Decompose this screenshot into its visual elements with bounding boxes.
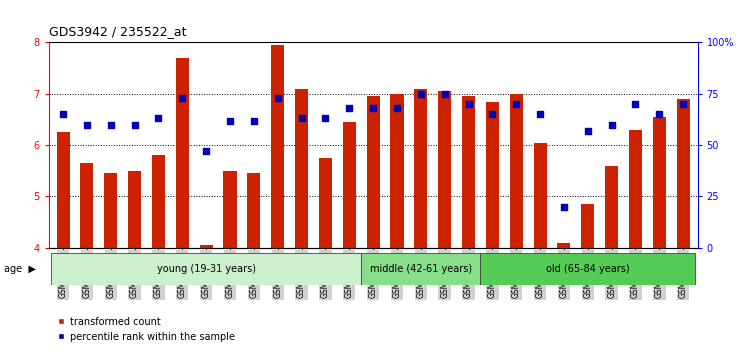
Point (224, 118, 236, 123)
Bar (533, 143, 547, 248)
Text: middle (42-61 years): middle (42-61 years) (370, 264, 472, 274)
Bar (248, 173, 260, 248)
Point (200, 148, 212, 154)
Bar (391, 94, 404, 248)
Bar (104, 173, 117, 248)
Point (248, 118, 259, 123)
Point (272, 95, 284, 101)
Bar (676, 99, 690, 248)
Bar (605, 166, 618, 248)
Bar (80, 163, 94, 248)
Bar (295, 89, 308, 248)
Bar (557, 243, 571, 248)
FancyBboxPatch shape (481, 253, 695, 285)
Point (463, 101, 475, 107)
Text: old (65-84 years): old (65-84 years) (546, 264, 629, 274)
Point (391, 105, 403, 111)
Point (81, 122, 93, 127)
FancyBboxPatch shape (51, 253, 362, 285)
Bar (152, 155, 165, 248)
Point (105, 122, 117, 127)
Point (57, 112, 69, 117)
Point (415, 91, 427, 97)
Point (152, 116, 164, 121)
Bar (176, 58, 189, 248)
Bar (128, 171, 141, 248)
Bar (438, 91, 452, 248)
Point (344, 105, 355, 111)
Bar (652, 117, 666, 248)
Point (677, 101, 689, 107)
Bar (56, 132, 70, 248)
Point (582, 128, 594, 133)
Point (629, 101, 641, 107)
Point (534, 112, 546, 117)
Bar (629, 130, 642, 248)
Point (439, 91, 451, 97)
Bar (510, 94, 523, 248)
FancyBboxPatch shape (362, 253, 481, 285)
Bar (224, 171, 236, 248)
Bar (581, 204, 594, 248)
Point (296, 116, 307, 121)
Bar (486, 102, 499, 248)
Bar (367, 96, 380, 248)
Bar (272, 45, 284, 248)
Legend: transformed count, percentile rank within the sample: transformed count, percentile rank withi… (53, 313, 239, 346)
Bar (462, 96, 475, 248)
Point (606, 122, 618, 127)
Text: young (19-31 years): young (19-31 years) (157, 264, 256, 274)
Bar (200, 245, 213, 248)
Bar (343, 122, 355, 248)
Point (128, 122, 140, 127)
Point (487, 112, 499, 117)
Text: age  ▶: age ▶ (4, 264, 36, 274)
Point (558, 204, 570, 210)
Bar (414, 89, 428, 248)
Point (510, 101, 522, 107)
Text: GDS3942 / 235522_at: GDS3942 / 235522_at (49, 25, 186, 38)
Bar (319, 158, 332, 248)
Point (176, 95, 188, 101)
Point (320, 116, 332, 121)
Point (367, 105, 379, 111)
Point (653, 112, 665, 117)
